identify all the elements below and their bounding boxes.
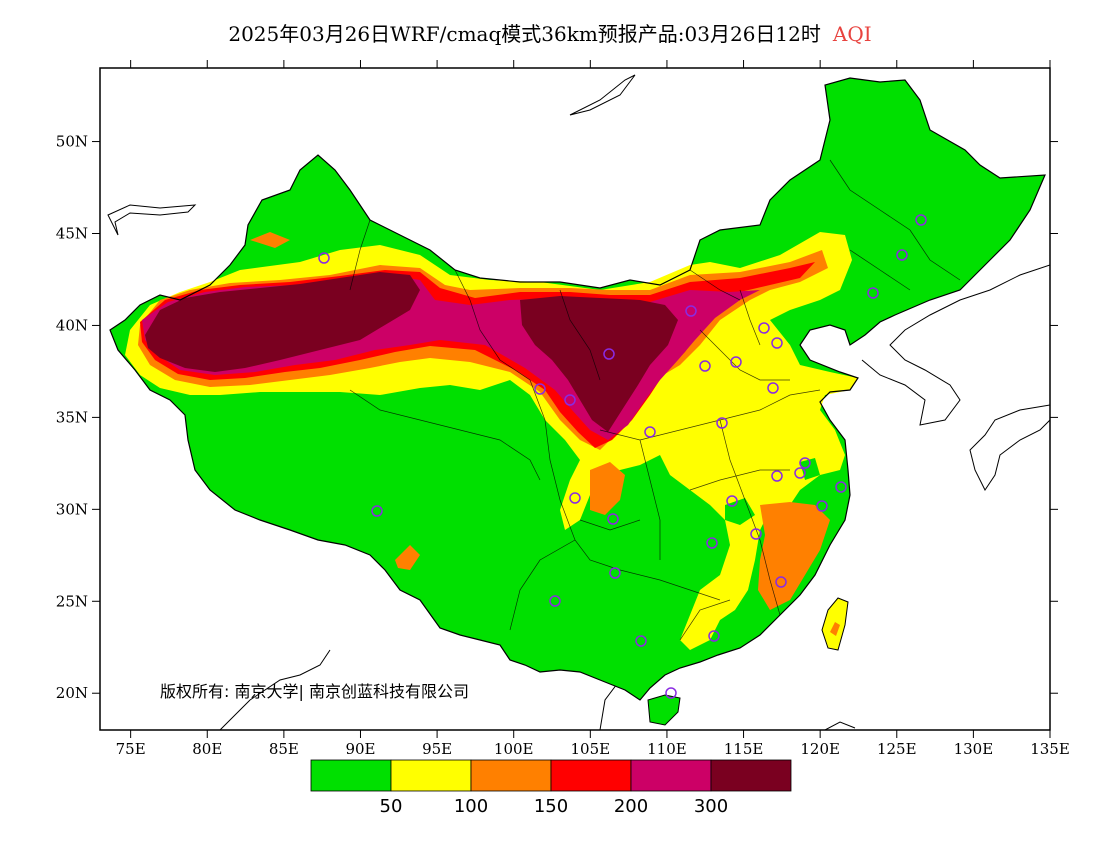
colorbar: 50 100 150 200 300 xyxy=(310,759,792,817)
japan-coastline xyxy=(969,404,1050,491)
station-marker xyxy=(609,567,621,579)
colorbar-swatch xyxy=(390,759,472,792)
green-patch-central xyxy=(648,495,700,560)
lake-outline xyxy=(569,74,636,116)
station-marker xyxy=(816,500,828,512)
x-tick-label: 95E xyxy=(422,740,452,758)
station-marker xyxy=(896,249,908,261)
title-variable: AQI xyxy=(832,22,872,46)
x-tick-label: 115E xyxy=(724,740,764,758)
colorbar-label: 200 xyxy=(614,796,648,817)
station-marker xyxy=(730,356,742,368)
region-sensitive-north xyxy=(250,232,290,248)
region-sensitive-sichuan xyxy=(590,462,625,515)
green-patch-east xyxy=(725,498,755,525)
station-marker xyxy=(750,528,762,540)
hainan-outline xyxy=(647,694,681,726)
indochina-border xyxy=(219,649,331,730)
neighbor-coastline xyxy=(107,204,197,236)
korea-coastline xyxy=(861,264,1050,426)
philippines-coastline xyxy=(824,721,856,730)
colorbar-swatch xyxy=(310,759,392,792)
province-boundaries xyxy=(349,159,961,641)
y-tick-label: 20N xyxy=(56,684,88,702)
station-marker xyxy=(867,287,879,299)
region-hazardous-gobi xyxy=(520,296,678,432)
station-marker xyxy=(775,576,787,588)
x-tick-label: 130E xyxy=(954,740,994,758)
station-marker xyxy=(318,252,330,264)
station-marker xyxy=(665,687,677,699)
station-marker xyxy=(706,537,718,549)
colorbar-label: 50 xyxy=(380,796,403,817)
station-marker xyxy=(716,417,728,429)
x-tick-label: 105E xyxy=(571,740,611,758)
station-marker xyxy=(685,305,697,317)
station-marker xyxy=(564,394,576,406)
station-marker xyxy=(635,635,647,647)
station-marker xyxy=(534,383,546,395)
station-marker xyxy=(794,467,806,479)
y-tick-label: 35N xyxy=(56,408,88,426)
station-marker xyxy=(699,360,711,372)
x-tick-label: 85E xyxy=(269,740,299,758)
y-axis: 50N 45N 40N 35N 30N 25N 20N xyxy=(56,133,1058,702)
colorbar-label: 100 xyxy=(454,796,488,817)
station-marker xyxy=(771,470,783,482)
y-tick-label: 25N xyxy=(56,592,88,610)
x-tick-label: 80E xyxy=(192,740,222,758)
x-tick-label: 75E xyxy=(116,740,146,758)
x-tick-label: 100E xyxy=(494,740,534,758)
colorbar-label: 300 xyxy=(694,796,728,817)
y-tick-label: 30N xyxy=(56,500,88,518)
x-axis: 75E 80E 85E 90E 95E 100E 105E 110E 115E 120E 125E 1… xyxy=(116,60,1070,758)
station-marker xyxy=(835,481,847,493)
copyright-text: 版权所有: 南京大学| 南京创蓝科技有限公司 xyxy=(160,682,469,701)
map-title: 2025年03月26日WRF/cmaq模式36km预报产品:03月26日12时 A… xyxy=(0,18,1100,47)
x-tick-label: 125E xyxy=(877,740,917,758)
title-main: 2025年03月26日WRF/cmaq模式36km预报产品:03月26日12时 xyxy=(228,22,821,46)
station-marker xyxy=(603,348,615,360)
x-tick-label: 110E xyxy=(647,740,687,758)
region-hazardous-taklamakan xyxy=(145,272,420,372)
station-marker xyxy=(726,495,738,507)
x-tick-label: 135E xyxy=(1030,740,1070,758)
station-marker xyxy=(708,630,720,642)
y-tick-label: 50N xyxy=(56,133,88,151)
station-marker xyxy=(607,513,619,525)
station-marker xyxy=(644,426,656,438)
y-tick-label: 45N xyxy=(56,225,88,243)
station-marker xyxy=(758,322,770,334)
station-marker xyxy=(371,505,383,517)
taiwan-outline xyxy=(821,597,849,651)
colorbar-swatch xyxy=(710,759,792,792)
station-marker xyxy=(767,382,779,394)
station-markers xyxy=(318,214,927,699)
map-content xyxy=(107,74,1050,730)
colorbar-swatch xyxy=(470,759,552,792)
colorbar-label: 150 xyxy=(534,796,568,817)
x-tick-label: 120E xyxy=(800,740,840,758)
colorbar-swatch xyxy=(550,759,632,792)
station-marker xyxy=(915,214,927,226)
station-marker xyxy=(799,457,811,469)
x-tick-label: 90E xyxy=(345,740,375,758)
y-tick-label: 40N xyxy=(56,316,88,334)
china-outline xyxy=(109,77,1046,701)
station-marker xyxy=(549,595,561,607)
taiwan-moderate xyxy=(830,622,840,636)
station-marker xyxy=(569,492,581,504)
region-sensitive-tibet xyxy=(395,545,420,570)
colorbar-swatch xyxy=(630,759,712,792)
station-marker xyxy=(771,337,783,349)
